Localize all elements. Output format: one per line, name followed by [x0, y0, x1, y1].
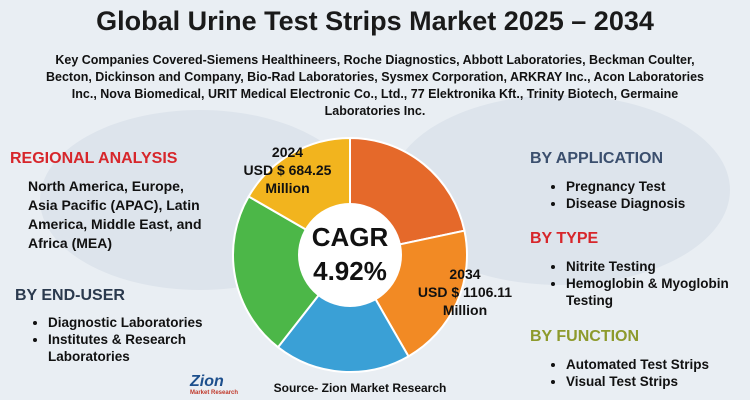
- source: Source- Zion Market Research: [273, 381, 447, 395]
- label-line: 2024: [271, 144, 304, 160]
- label-line: Million: [265, 180, 310, 196]
- section-heading: BY APPLICATION: [530, 150, 664, 167]
- map-shape: [390, 95, 730, 285]
- logo-tagline: Market Research: [190, 390, 239, 396]
- list: Diagnostic Laboratories Institutes & Res…: [30, 314, 258, 365]
- section-heading: BY END-USER: [15, 287, 125, 304]
- section-heading: REGIONAL ANALYSIS: [10, 150, 178, 167]
- list-item: Disease Diagnosis: [566, 195, 750, 212]
- label-line: 2034: [449, 266, 481, 282]
- start-value: 2024 USD $ 684.25 Million: [225, 143, 350, 197]
- list: Automated Test Strips Visual Test Strips: [548, 356, 750, 390]
- list-item: Visual Test Strips: [566, 373, 750, 390]
- list-item: Nitrite Testing: [566, 258, 750, 275]
- logo-name: Zion: [190, 373, 224, 390]
- list-item: Institutes & Research Laboratories: [48, 331, 258, 365]
- regional-text: North America, Europe, Asia Pacific (APA…: [28, 178, 202, 251]
- list-item: Pregnancy Test: [566, 178, 750, 195]
- subtitle: Key Companies Covered-Siemens Healthinee…: [46, 53, 704, 118]
- list: Nitrite Testing Hemoglobin & Myoglobin T…: [548, 258, 750, 309]
- list-item: Hemoglobin & Myoglobin Testing: [566, 275, 750, 309]
- section-heading: BY TYPE: [530, 230, 599, 247]
- label-line: USD $ 1106.11: [417, 284, 513, 300]
- donut-segment: [276, 253, 410, 373]
- list-item: Diagnostic Laboratories: [48, 314, 258, 331]
- donut-segment: [232, 195, 352, 349]
- end-value: 2034 USD $ 1106.11 Million: [400, 265, 530, 319]
- section-heading: BY FUNCTION: [530, 328, 640, 345]
- list: Pregnancy Test Disease Diagnosis: [548, 178, 750, 212]
- label-line: USD $ 684.25: [243, 162, 332, 178]
- donut-hole: [298, 203, 402, 307]
- title: Global Urine Test Strips Market 2025 – 2…: [96, 6, 654, 36]
- list-item: Automated Test Strips: [566, 356, 750, 373]
- label-line: Million: [442, 302, 488, 318]
- cagr: CAGR 4.92%: [290, 220, 410, 288]
- cagr-value: 4.92%: [313, 256, 387, 286]
- cagr-label: CAGR: [311, 222, 389, 252]
